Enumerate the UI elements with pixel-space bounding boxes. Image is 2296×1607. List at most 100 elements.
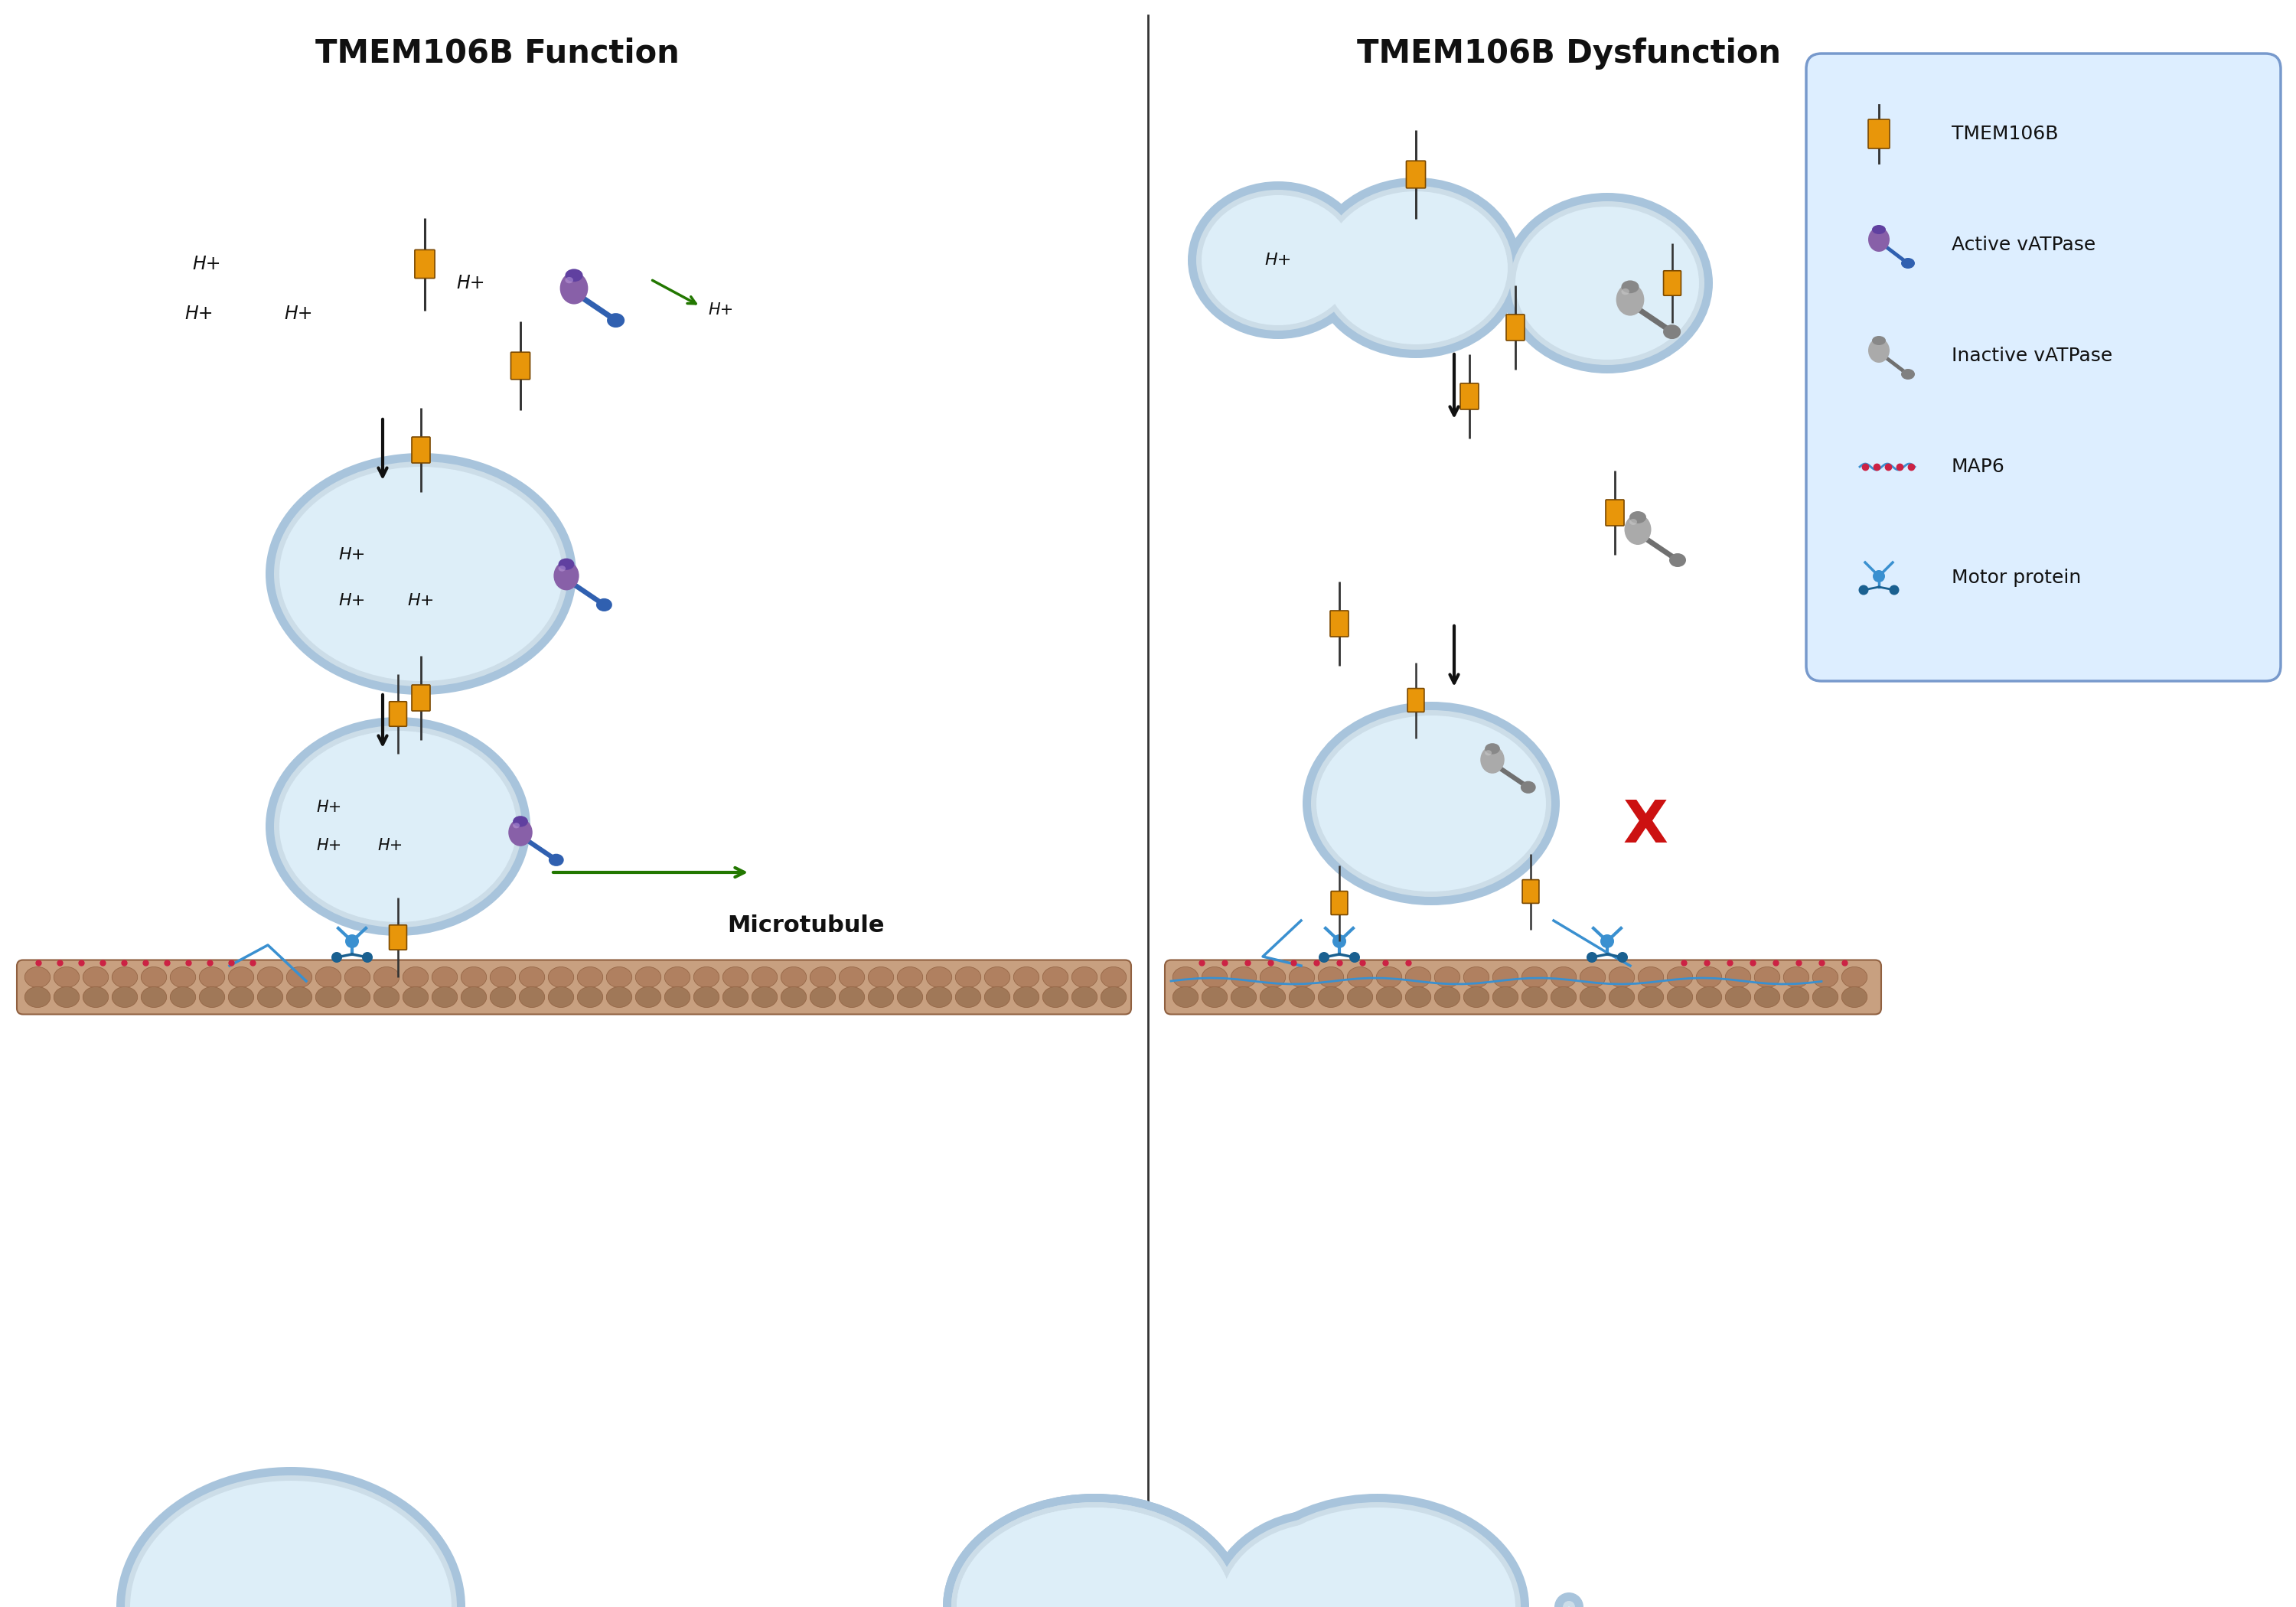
Text: TMEM106B: TMEM106B: [1952, 125, 2057, 143]
Ellipse shape: [1901, 370, 1915, 379]
Ellipse shape: [344, 987, 370, 1008]
Text: H+: H+: [377, 837, 404, 853]
Ellipse shape: [257, 987, 282, 1008]
Text: H+: H+: [406, 593, 434, 609]
Ellipse shape: [1621, 280, 1639, 292]
Ellipse shape: [374, 987, 400, 1008]
Ellipse shape: [1318, 967, 1343, 988]
Ellipse shape: [1669, 553, 1685, 567]
Ellipse shape: [461, 967, 487, 988]
Ellipse shape: [751, 987, 778, 1008]
Text: X: X: [1623, 799, 1667, 855]
Ellipse shape: [576, 987, 604, 1008]
Ellipse shape: [1042, 987, 1068, 1008]
Ellipse shape: [512, 823, 519, 828]
Circle shape: [1600, 934, 1614, 948]
FancyBboxPatch shape: [1506, 315, 1525, 341]
Text: Microtubule: Microtubule: [728, 914, 884, 937]
Ellipse shape: [257, 967, 282, 988]
Text: Motor protein: Motor protein: [1952, 569, 2080, 587]
Ellipse shape: [25, 967, 51, 988]
Ellipse shape: [273, 725, 521, 927]
Ellipse shape: [1812, 987, 1839, 1008]
Ellipse shape: [1325, 191, 1508, 344]
FancyBboxPatch shape: [390, 926, 406, 950]
Ellipse shape: [636, 967, 661, 988]
Text: H+: H+: [184, 305, 214, 323]
Ellipse shape: [957, 1507, 1233, 1607]
Ellipse shape: [1318, 186, 1513, 350]
Ellipse shape: [1486, 750, 1492, 755]
FancyBboxPatch shape: [1164, 959, 1880, 1014]
Ellipse shape: [1901, 257, 1915, 268]
Circle shape: [331, 951, 342, 963]
Ellipse shape: [1486, 742, 1499, 754]
Ellipse shape: [1173, 987, 1199, 1008]
Ellipse shape: [1187, 182, 1368, 339]
Ellipse shape: [944, 1495, 1247, 1607]
Ellipse shape: [1072, 967, 1097, 988]
Text: H+: H+: [317, 800, 342, 815]
Text: TMEM106B Function: TMEM106B Function: [315, 37, 680, 69]
Ellipse shape: [1841, 987, 1867, 1008]
Text: H+: H+: [285, 305, 312, 323]
Ellipse shape: [558, 566, 565, 572]
FancyBboxPatch shape: [1665, 270, 1681, 296]
Ellipse shape: [200, 987, 225, 1008]
Text: H+: H+: [707, 302, 732, 318]
Ellipse shape: [898, 987, 923, 1008]
Ellipse shape: [1481, 746, 1504, 773]
Ellipse shape: [1869, 227, 1890, 252]
Ellipse shape: [606, 967, 631, 988]
Ellipse shape: [549, 853, 565, 866]
Ellipse shape: [227, 967, 255, 988]
Ellipse shape: [131, 1480, 452, 1607]
Ellipse shape: [868, 987, 893, 1008]
Ellipse shape: [140, 987, 168, 1008]
Ellipse shape: [266, 453, 576, 694]
Ellipse shape: [1637, 967, 1665, 988]
Ellipse shape: [1288, 987, 1316, 1008]
Ellipse shape: [664, 987, 691, 1008]
Ellipse shape: [273, 461, 567, 686]
Ellipse shape: [1302, 702, 1559, 905]
Ellipse shape: [1215, 1517, 1433, 1607]
Ellipse shape: [1609, 987, 1635, 1008]
FancyBboxPatch shape: [1605, 500, 1623, 525]
Circle shape: [363, 951, 372, 963]
Ellipse shape: [1784, 987, 1809, 1008]
Ellipse shape: [985, 967, 1010, 988]
Ellipse shape: [751, 967, 778, 988]
Ellipse shape: [1348, 967, 1373, 988]
Ellipse shape: [1261, 987, 1286, 1008]
Ellipse shape: [636, 987, 661, 1008]
Ellipse shape: [1492, 967, 1518, 988]
Ellipse shape: [1201, 194, 1355, 325]
Ellipse shape: [1201, 967, 1228, 988]
Text: H+: H+: [317, 837, 342, 853]
Ellipse shape: [1100, 987, 1127, 1008]
Ellipse shape: [1520, 781, 1536, 794]
Ellipse shape: [606, 313, 625, 328]
Ellipse shape: [1697, 967, 1722, 988]
Ellipse shape: [1173, 967, 1199, 988]
Ellipse shape: [1871, 336, 1885, 346]
Ellipse shape: [693, 967, 719, 988]
Ellipse shape: [53, 987, 80, 1008]
Ellipse shape: [266, 717, 530, 935]
Ellipse shape: [512, 816, 528, 828]
Ellipse shape: [432, 967, 457, 988]
Ellipse shape: [1697, 987, 1722, 1008]
Ellipse shape: [955, 967, 980, 988]
Ellipse shape: [1221, 1523, 1428, 1607]
Ellipse shape: [315, 987, 342, 1008]
Ellipse shape: [781, 987, 806, 1008]
Ellipse shape: [951, 1503, 1238, 1607]
Ellipse shape: [344, 967, 370, 988]
Ellipse shape: [402, 967, 429, 988]
Ellipse shape: [1522, 987, 1548, 1008]
Ellipse shape: [1013, 987, 1040, 1008]
Ellipse shape: [1072, 987, 1097, 1008]
Ellipse shape: [1502, 193, 1713, 373]
Ellipse shape: [951, 1503, 1238, 1607]
